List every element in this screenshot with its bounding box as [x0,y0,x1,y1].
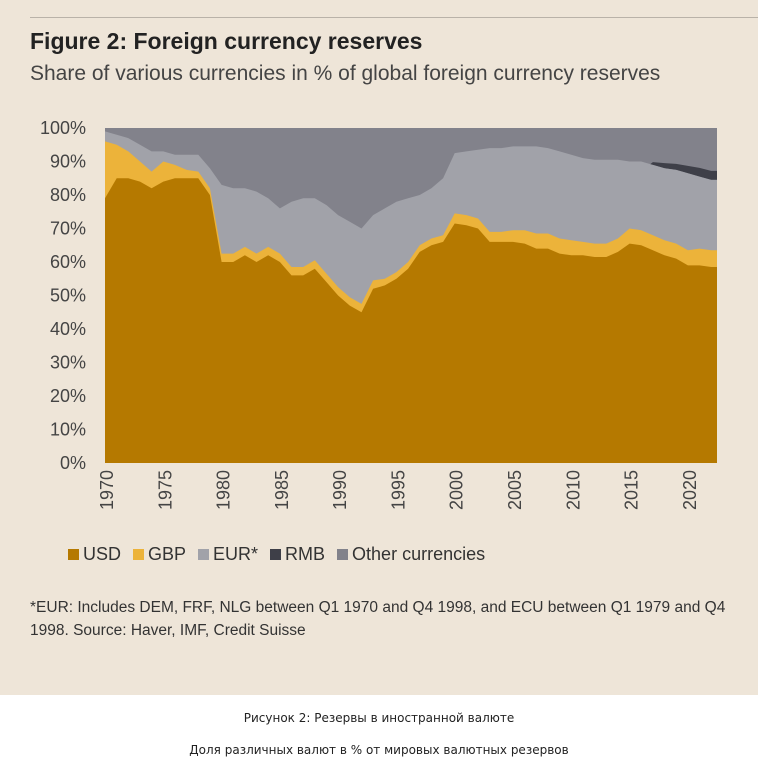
legend-swatch [68,549,79,560]
legend-swatch [133,549,145,560]
legend-label: EUR* [213,544,259,564]
y-tick-label: 0% [60,453,86,473]
legend-item: USD [68,544,121,565]
top-divider [30,17,758,18]
legend-item: GBP [133,544,186,565]
footnote: *EUR: Includes DEM, FRF, NLG between Q1 … [30,599,726,639]
x-tick-label: 2000 [447,470,467,510]
area-rmb [649,162,717,180]
chart-title: Figure 2: Foreign currency reserves [30,28,423,54]
x-tick-label: 1995 [388,470,408,510]
x-tick-label: 2020 [680,470,700,510]
y-tick-label: 50% [50,286,86,306]
y-tick-label: 90% [50,152,86,172]
legend-label: Other currencies [352,544,486,564]
x-tick-label: 2015 [622,470,642,510]
y-tick-label: 30% [50,353,86,373]
caption-russian-title: Рисунок 2: Резервы в иностранной валюте [243,711,515,725]
legend-label: RMB [285,544,326,564]
x-tick-label: 1985 [272,470,292,510]
y-tick-label: 100% [40,118,86,138]
y-tick-label: 10% [50,420,86,440]
y-tick-label: 70% [50,219,86,239]
legend-item: Other currencies [337,544,485,565]
legend-item: RMB [270,544,325,565]
legend: USD GBP EUR* RMB Other currencies [68,544,497,565]
x-tick-label: 1975 [155,470,175,510]
y-tick-label: 80% [50,185,86,205]
area-usd [105,178,717,464]
legend-label: GBP [148,544,187,564]
x-tick-label: 1970 [97,470,117,510]
legend-swatch [198,549,210,560]
legend-item: EUR* [198,544,258,565]
x-tick-label: 2010 [563,470,583,510]
y-tick-label: 40% [50,319,86,339]
caption-russian-subtitle: Доля различных валют в % от мировых валю… [189,743,569,757]
x-tick-label: 2005 [505,470,525,510]
chart-subtitle: Share of various currencies in % of glob… [30,62,661,85]
x-tick-label: 1980 [214,470,234,510]
legend-swatch [337,549,349,560]
y-tick-label: 60% [50,252,86,272]
x-tick-label: 1990 [330,470,350,510]
legend-swatch [270,549,282,560]
y-tick-label: 20% [50,386,86,406]
stacked-area-chart: 0% 10% 20% 30% 40% 50% 60% 70% 80% 90% 100% 1970 197… [40,118,717,510]
legend-label: USD [83,544,122,564]
